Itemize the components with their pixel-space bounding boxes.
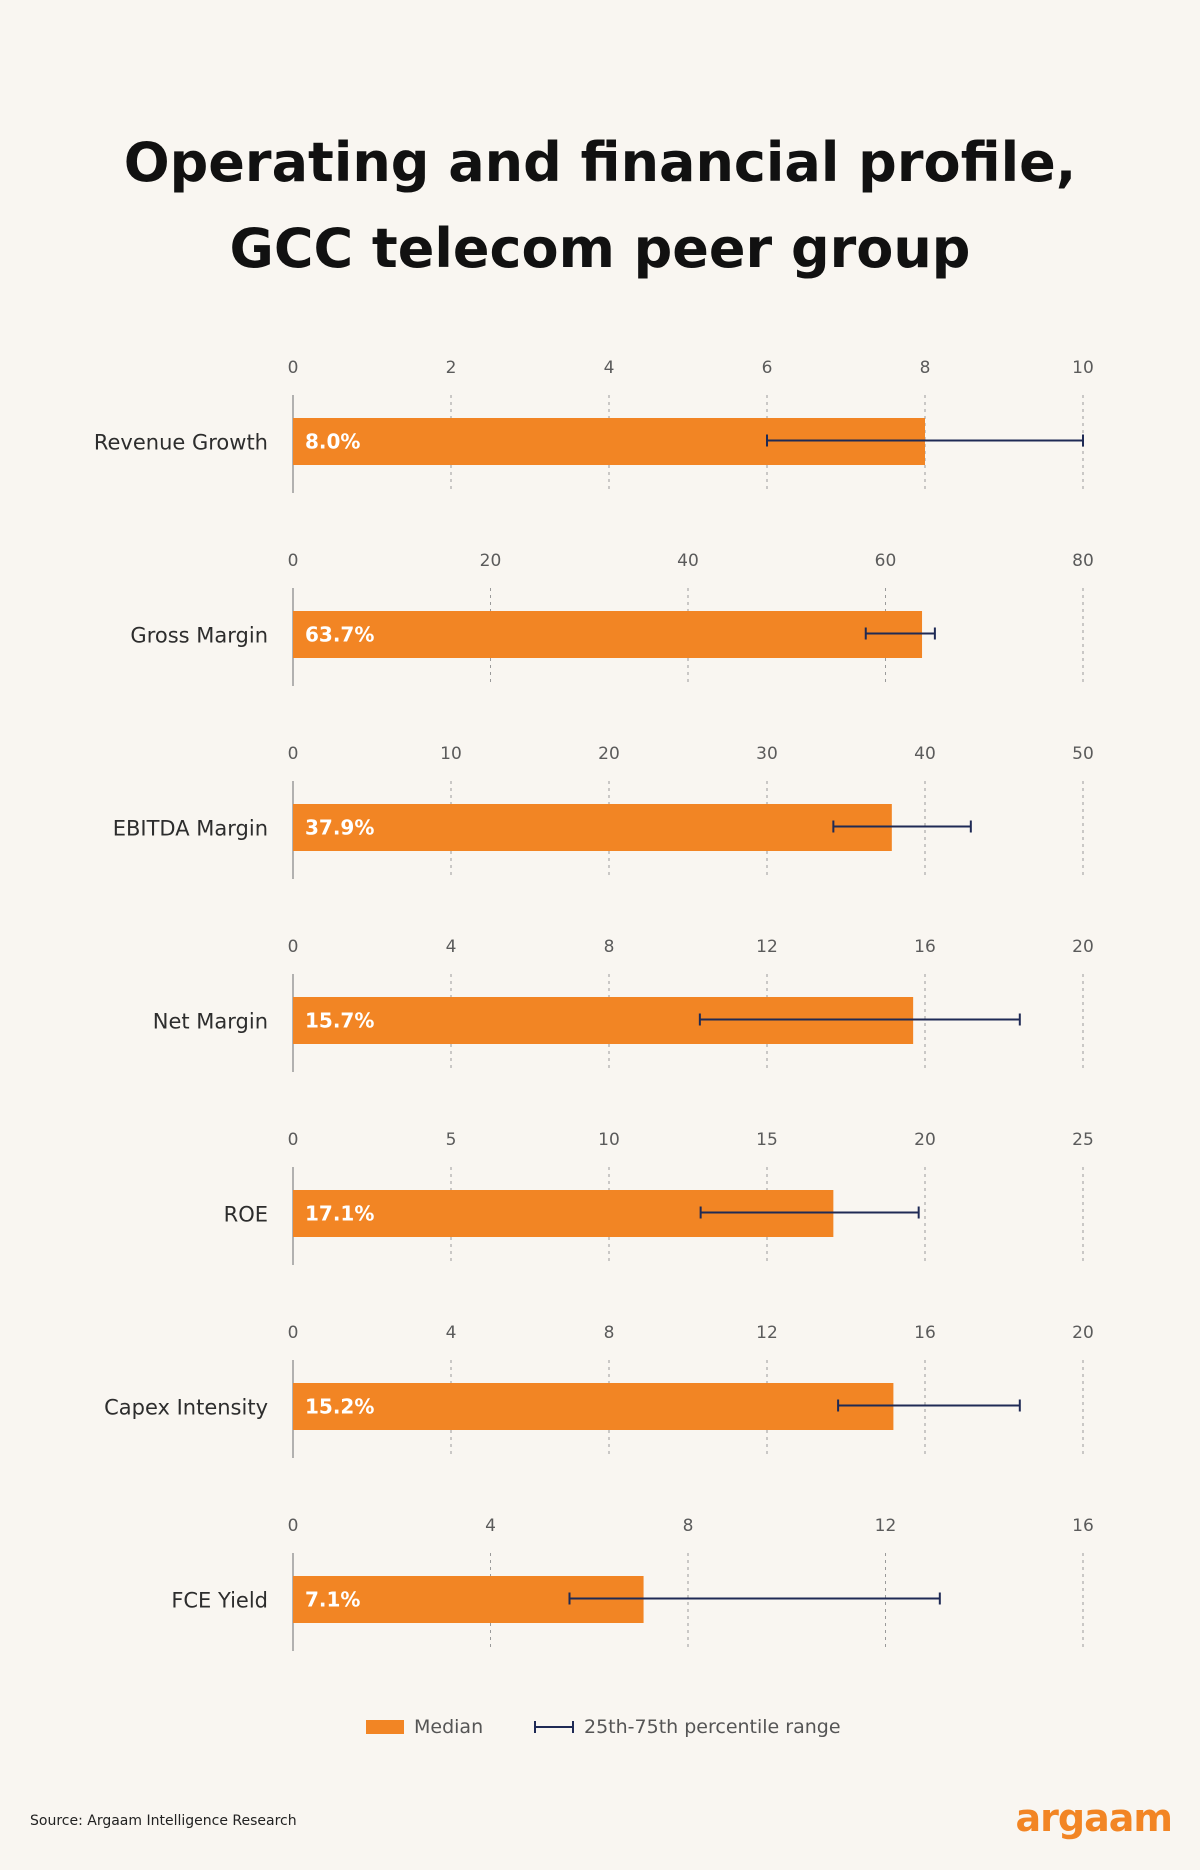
tick-label: 0: [288, 551, 299, 571]
tick-label: 16: [1072, 1516, 1094, 1536]
tick-label: 40: [914, 744, 936, 764]
value-label: 15.7%: [305, 1009, 374, 1033]
tick-label: 0: [288, 937, 299, 957]
median-bar: [293, 1383, 894, 1430]
value-label: 63.7%: [305, 623, 374, 647]
tick-label: 4: [446, 1323, 457, 1343]
category-label: Net Margin: [153, 1010, 268, 1034]
tick-label: 80: [1072, 551, 1094, 571]
value-label: 15.2%: [305, 1395, 374, 1419]
tick-label: 20: [1072, 937, 1094, 957]
tick-label: 4: [604, 358, 615, 378]
tick-label: 10: [440, 744, 462, 764]
tick-label: 4: [485, 1516, 496, 1536]
tick-label: 10: [598, 1130, 620, 1150]
median-bar: [293, 804, 892, 851]
tick-label: 0: [288, 1323, 299, 1343]
tick-label: 4: [446, 937, 457, 957]
category-label: Capex Intensity: [104, 1396, 268, 1420]
tick-label: 0: [288, 1516, 299, 1536]
tick-label: 12: [756, 937, 778, 957]
tick-label: 15: [756, 1130, 778, 1150]
tick-label: 12: [756, 1323, 778, 1343]
tick-label: 8: [604, 937, 615, 957]
value-label: 37.9%: [305, 816, 374, 840]
tick-label: 2: [446, 358, 457, 378]
tick-label: 20: [1072, 1323, 1094, 1343]
tick-label: 50: [1072, 744, 1094, 764]
range-whisker-icon: [534, 1721, 574, 1733]
legend-median-label: Median: [414, 1716, 484, 1738]
tick-label: 12: [875, 1516, 897, 1536]
tick-label: 20: [480, 551, 502, 571]
value-label: 17.1%: [305, 1202, 374, 1226]
value-label: 7.1%: [305, 1588, 360, 1612]
chart-title-line2: GCC telecom peer group: [229, 217, 971, 280]
tick-label: 8: [604, 1323, 615, 1343]
tick-label: 16: [914, 937, 936, 957]
brand-logo: argaam: [1015, 1796, 1173, 1840]
median-bar: [293, 611, 923, 658]
source-note: Source: Argaam Intelligence Research: [30, 1813, 297, 1829]
tick-label: 60: [875, 551, 897, 571]
tick-label: 20: [598, 744, 620, 764]
median-swatch-icon: [366, 1720, 404, 1734]
tick-label: 20: [914, 1130, 936, 1150]
tick-label: 8: [920, 358, 931, 378]
tick-label: 25: [1072, 1130, 1094, 1150]
value-label: 8.0%: [305, 430, 360, 454]
tick-label: 0: [288, 358, 299, 378]
chart-title-line1: Operating and financial profile,: [123, 131, 1077, 194]
legend-item-median: Median: [366, 1712, 483, 1742]
category-label: EBITDA Margin: [113, 817, 268, 841]
legend: Median 25th-75th percentile range: [0, 1712, 1200, 1742]
category-label: Gross Margin: [130, 624, 268, 648]
tick-label: 30: [756, 744, 778, 764]
tick-label: 16: [914, 1323, 936, 1343]
legend-range-label: 25th-75th percentile range: [584, 1716, 841, 1738]
tick-label: 40: [677, 551, 699, 571]
tick-label: 0: [288, 1130, 299, 1150]
category-label: FCE Yield: [171, 1589, 268, 1613]
tick-label: 5: [446, 1130, 457, 1150]
category-label: Revenue Growth: [94, 431, 268, 455]
legend-item-range: 25th-75th percentile range: [534, 1712, 841, 1742]
tick-label: 6: [762, 358, 773, 378]
tick-label: 10: [1072, 358, 1094, 378]
tick-label: 0: [288, 744, 299, 764]
tick-label: 8: [683, 1516, 694, 1536]
chart-title: Operating and financial profile, GCC tel…: [0, 120, 1200, 292]
category-label: ROE: [224, 1203, 268, 1227]
